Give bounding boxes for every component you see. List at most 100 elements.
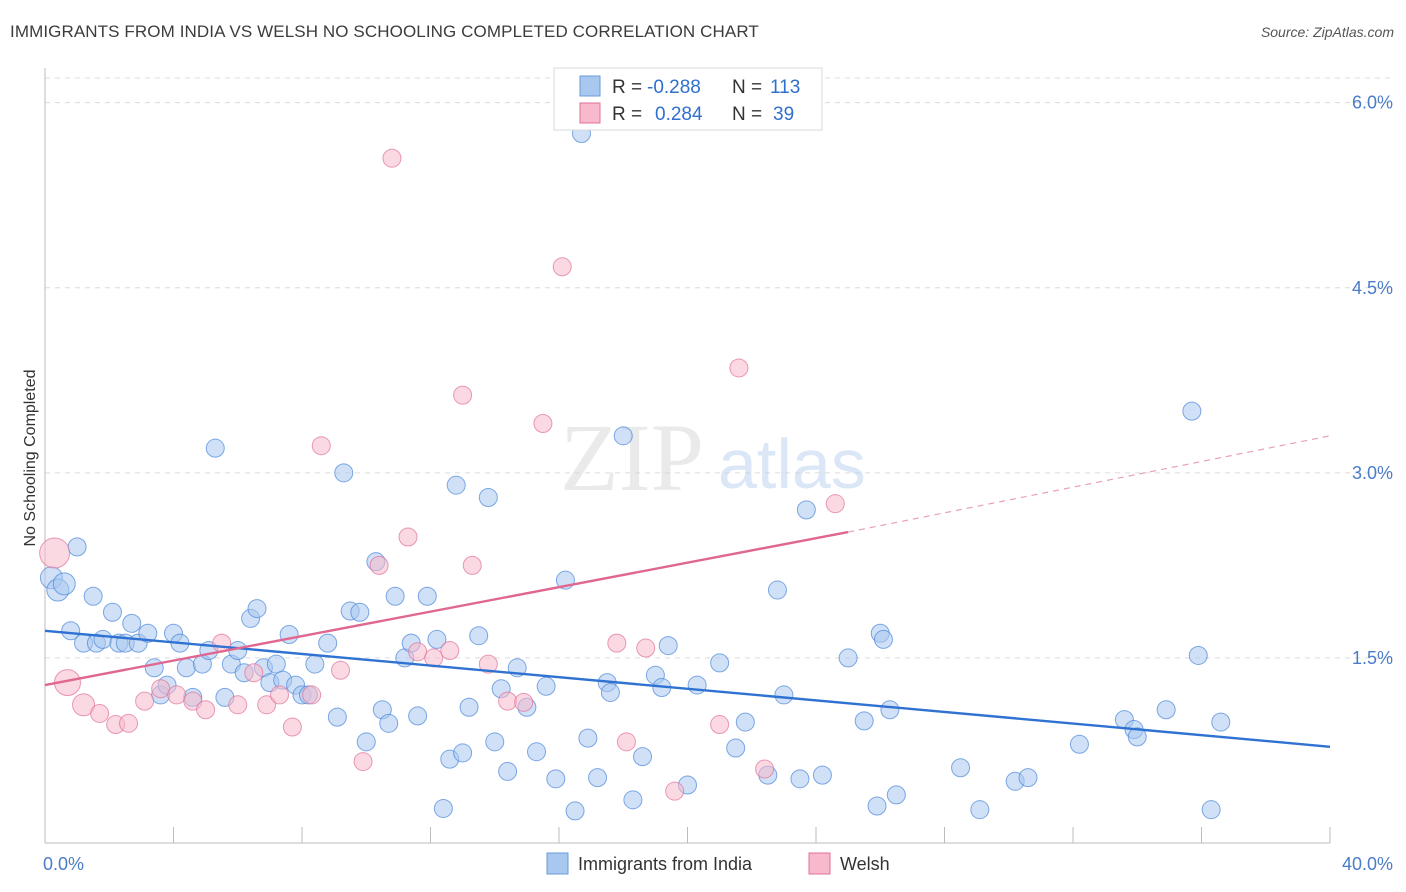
welsh-point [228, 695, 248, 715]
axes [44, 68, 1331, 844]
welsh-point [369, 555, 389, 575]
legend-r-value-india: -0.288 [647, 77, 701, 98]
legend-r-label-welsh: R = [612, 104, 642, 125]
india-point [867, 796, 887, 816]
india-point [138, 623, 158, 643]
welsh-point [167, 685, 187, 705]
india-point [417, 586, 437, 606]
bottom-legend-india: Immigrants from India [578, 854, 753, 874]
india-point [247, 599, 267, 619]
india-point [588, 768, 608, 788]
india-point [144, 658, 164, 678]
india-point [102, 602, 122, 622]
welsh-point [710, 715, 730, 735]
y-axis-label: No Schooling Completed [22, 370, 39, 547]
y-tick-label: 6.0% [1352, 93, 1393, 113]
india-point [578, 728, 598, 748]
welsh-point [755, 759, 775, 779]
y-tick-label: 4.5% [1352, 278, 1393, 298]
india-point [356, 732, 376, 752]
india-point [334, 463, 354, 483]
bottom-legend-welsh: Welsh [840, 854, 890, 874]
welsh-point [462, 555, 482, 575]
india-point [838, 648, 858, 668]
welsh-point [665, 781, 685, 801]
bottom-legend-swatch-welsh [808, 852, 831, 875]
legend-swatch-welsh [579, 102, 601, 124]
legend-n-label-india: N = [732, 77, 762, 98]
india-point [767, 580, 787, 600]
welsh-point [90, 703, 110, 723]
welsh-point [270, 685, 290, 705]
india-point [1188, 645, 1208, 665]
y-tick-label: 1.5% [1352, 648, 1393, 668]
x-tick-label-min: 0.0% [43, 854, 84, 874]
welsh-point [257, 695, 277, 715]
india-point [854, 711, 874, 731]
watermark: ZIP atlas [560, 404, 866, 511]
tick-labels: 1.5% 3.0% 4.5% 6.0% 0.0% 40.0% [43, 93, 1393, 874]
legend-n-value-welsh: 39 [773, 104, 794, 125]
series-legend: Immigrants from India Welsh [546, 852, 890, 875]
india-point [658, 636, 678, 656]
india-point [970, 800, 990, 820]
india-point [1156, 700, 1176, 720]
legend-r-value-welsh: 0.284 [655, 104, 703, 125]
india-point [305, 654, 325, 674]
welsh-point [196, 700, 216, 720]
india-point [726, 738, 746, 758]
india-point [1018, 768, 1038, 788]
india-point [886, 785, 906, 805]
welsh-point [119, 713, 139, 733]
india-point [565, 801, 585, 821]
welsh-point [552, 257, 572, 277]
india-point [83, 586, 103, 606]
india-point [1069, 734, 1089, 754]
welsh-trend-line [44, 530, 849, 687]
india-point [478, 488, 498, 508]
legend-n-label-welsh: N = [732, 104, 762, 125]
india-point [93, 629, 113, 649]
x-tick-label-max: 40.0% [1342, 854, 1393, 874]
watermark-zip: ZIP [560, 404, 704, 511]
welsh-point [135, 691, 155, 711]
india-point [469, 626, 489, 646]
correlation-legend: R = -0.288 N = 113 R = 0.284 N = 39 [553, 67, 823, 131]
india-point [318, 633, 338, 653]
welsh-point [636, 638, 656, 658]
chart-source: Source: ZipAtlas.com [1260, 24, 1394, 40]
india-point [446, 475, 466, 495]
india-point [623, 790, 643, 810]
data-points [39, 124, 1231, 821]
india-point [951, 758, 971, 778]
india-point [266, 654, 286, 674]
welsh-point [825, 494, 845, 514]
welsh-point [151, 679, 171, 699]
welsh-point [311, 436, 331, 456]
india-point [1127, 727, 1147, 747]
india-point [812, 765, 832, 785]
welsh-point [478, 654, 498, 674]
welsh-point [302, 685, 322, 705]
india-point [633, 747, 653, 767]
india-point [1201, 800, 1221, 820]
welsh-point [331, 660, 351, 680]
india-point [61, 621, 81, 641]
india-point [52, 572, 76, 596]
india-point [408, 706, 428, 726]
india-point [527, 742, 547, 762]
legend-swatch-india [579, 75, 601, 97]
india-point [427, 629, 447, 649]
welsh-point [729, 358, 749, 378]
welsh-point [353, 752, 373, 772]
india-point [485, 732, 505, 752]
india-point [498, 761, 518, 781]
trend-lines [44, 435, 1331, 748]
india-point [1211, 712, 1231, 732]
india-point [710, 653, 730, 673]
india-point [880, 700, 900, 720]
watermark-atlas: atlas [718, 425, 866, 503]
india-trend-line [44, 629, 1331, 748]
india-point [350, 602, 370, 622]
